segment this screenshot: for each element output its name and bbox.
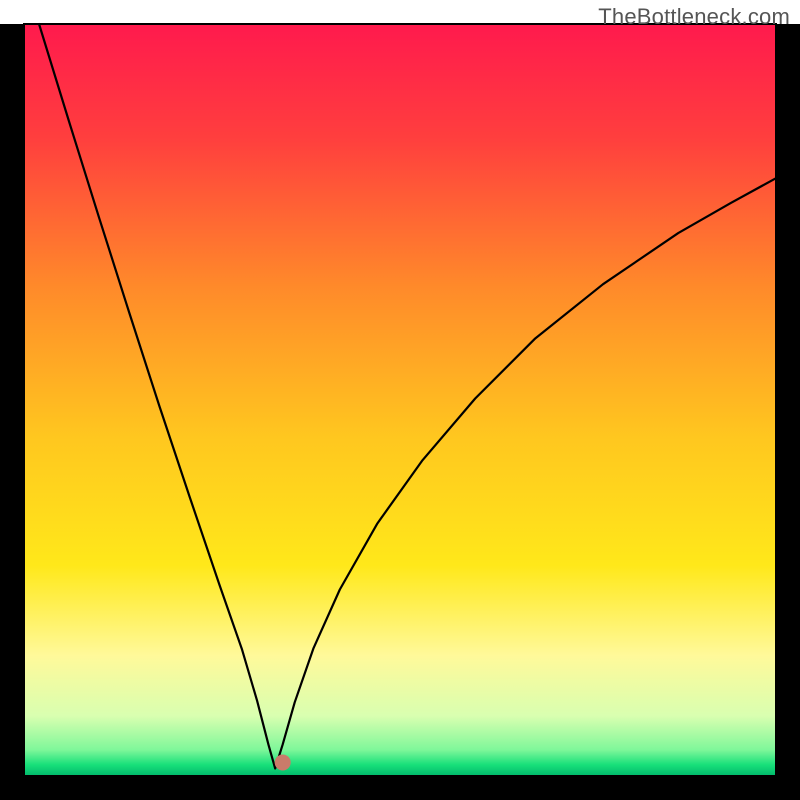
chart-container: TheBottleneck.com [0,0,800,800]
watermark-text: TheBottleneck.com [598,4,790,30]
plot-background [24,24,776,776]
minimum-marker [275,754,291,770]
bottleneck-chart [0,0,800,800]
